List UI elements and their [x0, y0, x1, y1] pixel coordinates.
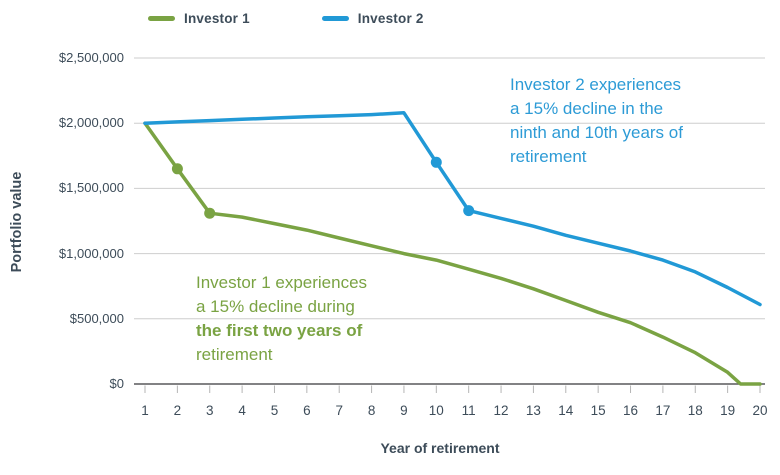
y-tick-label: $2,500,000 — [58, 50, 124, 65]
marker-dot-series-1 — [171, 163, 183, 175]
annotation-investor-2: Investor 2 experiences a 15% decline in … — [510, 73, 683, 169]
x-tick-label: 7 — [335, 403, 343, 418]
annotation-line: retirement — [196, 345, 273, 364]
marker-dot-series-1 — [204, 207, 216, 219]
annotation-line: Investor 1 experiences — [196, 273, 368, 292]
y-tick-label: $0 — [109, 376, 124, 391]
annotation-line: a 15% decline in the — [510, 99, 664, 118]
y-tick-label: $1,000,000 — [58, 245, 124, 261]
legend-item-investor-1: Investor 1 — [148, 11, 250, 26]
series-line-1 — [143, 121, 762, 386]
x-tick-label: 6 — [303, 403, 311, 418]
legend-item-investor-2: Investor 2 — [321, 11, 424, 26]
y-tick-label: $2,000,000 — [58, 115, 124, 131]
x-tick-label: 12 — [493, 403, 509, 418]
x-tick-label: 3 — [205, 403, 214, 418]
legend-label-investor-1: Investor 1 — [184, 11, 250, 26]
legend: Investor 1 Investor 2 — [148, 11, 424, 26]
x-tick-label: 18 — [687, 403, 703, 418]
y-tick-label: $500,000 — [69, 310, 124, 326]
x-tick-label: 10 — [428, 403, 444, 418]
x-tick-label: 20 — [752, 403, 768, 418]
legend-swatch-investor-1 — [148, 16, 175, 21]
x-tick-label: 14 — [558, 403, 574, 418]
legend-swatch-investor-2 — [321, 16, 349, 21]
annotation-line: Investor 2 experiences — [510, 75, 682, 94]
annotation-line: a 15% decline during — [196, 297, 355, 316]
x-tick-label: 5 — [270, 403, 279, 418]
x-tick-label: 19 — [720, 403, 736, 418]
annotation-line: ninth and 10th years of — [510, 123, 683, 142]
marker-dot-series-2 — [430, 156, 442, 168]
annotation-line: retirement — [510, 147, 587, 166]
x-tick-label: 2 — [173, 403, 182, 418]
annotation-investor-1: Investor 1 experiences a 15% decline dur… — [196, 271, 367, 367]
x-tick-label: 4 — [238, 403, 246, 418]
x-tick-label: 9 — [400, 403, 408, 418]
y-tick-label: $1,500,000 — [58, 180, 124, 196]
annotation-line: the first two years of — [196, 321, 363, 340]
x-tick-label: 16 — [623, 403, 639, 418]
x-tick-label: 11 — [461, 403, 476, 418]
x-tick-label: 15 — [590, 403, 606, 418]
marker-dot-series-2 — [463, 205, 475, 217]
x-tick-label: 17 — [655, 403, 671, 418]
x-tick-label: 8 — [367, 403, 376, 418]
x-tick-label: 1 — [141, 403, 149, 418]
legend-label-investor-2: Investor 2 — [357, 11, 424, 26]
x-axis-title: Year of retirement — [380, 440, 500, 456]
series-line-2 — [143, 111, 762, 307]
x-tick-label: 13 — [525, 403, 541, 418]
